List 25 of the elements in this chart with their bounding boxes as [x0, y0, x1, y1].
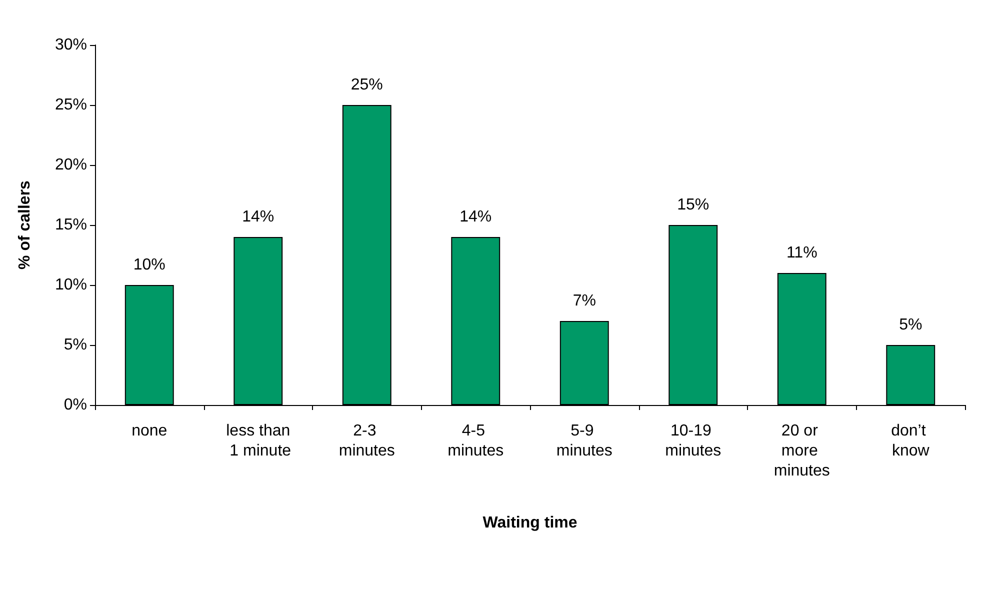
- data-label: 14%: [460, 208, 492, 226]
- x-tick-label: 10-19 minutes: [665, 422, 722, 460]
- data-label: 15%: [677, 196, 710, 214]
- x-tick-label: 2-3 minutes: [338, 422, 395, 460]
- data-label: 7%: [572, 292, 596, 310]
- x-tick-label: 20 or more minutes: [774, 422, 830, 480]
- x-tick-label: don’t know: [891, 422, 930, 460]
- y-tick-label: 10%: [54, 276, 87, 294]
- y-tick-label: 25%: [54, 96, 87, 114]
- y-tick-label: 15%: [54, 216, 87, 234]
- x-axis-title: Waiting time: [482, 514, 578, 532]
- data-label: 11%: [786, 244, 818, 262]
- data-label: 14%: [242, 208, 274, 226]
- x-tick-label: none: [132, 422, 168, 440]
- data-label: 25%: [350, 76, 383, 94]
- y-tick-label: 20%: [54, 156, 87, 174]
- y-axis-title: % of callers: [16, 180, 34, 270]
- y-tick-label: 30%: [54, 36, 87, 54]
- x-tick-label: less than 1 minute: [225, 422, 292, 460]
- y-tick-label: 0%: [64, 396, 87, 414]
- data-label: 10%: [133, 256, 166, 274]
- x-tick-label: 4-5 minutes: [448, 422, 504, 460]
- x-tick-label: 5-9 minutes: [556, 422, 612, 460]
- data-label: 5%: [899, 316, 922, 334]
- y-tick-label: 5%: [64, 336, 87, 354]
